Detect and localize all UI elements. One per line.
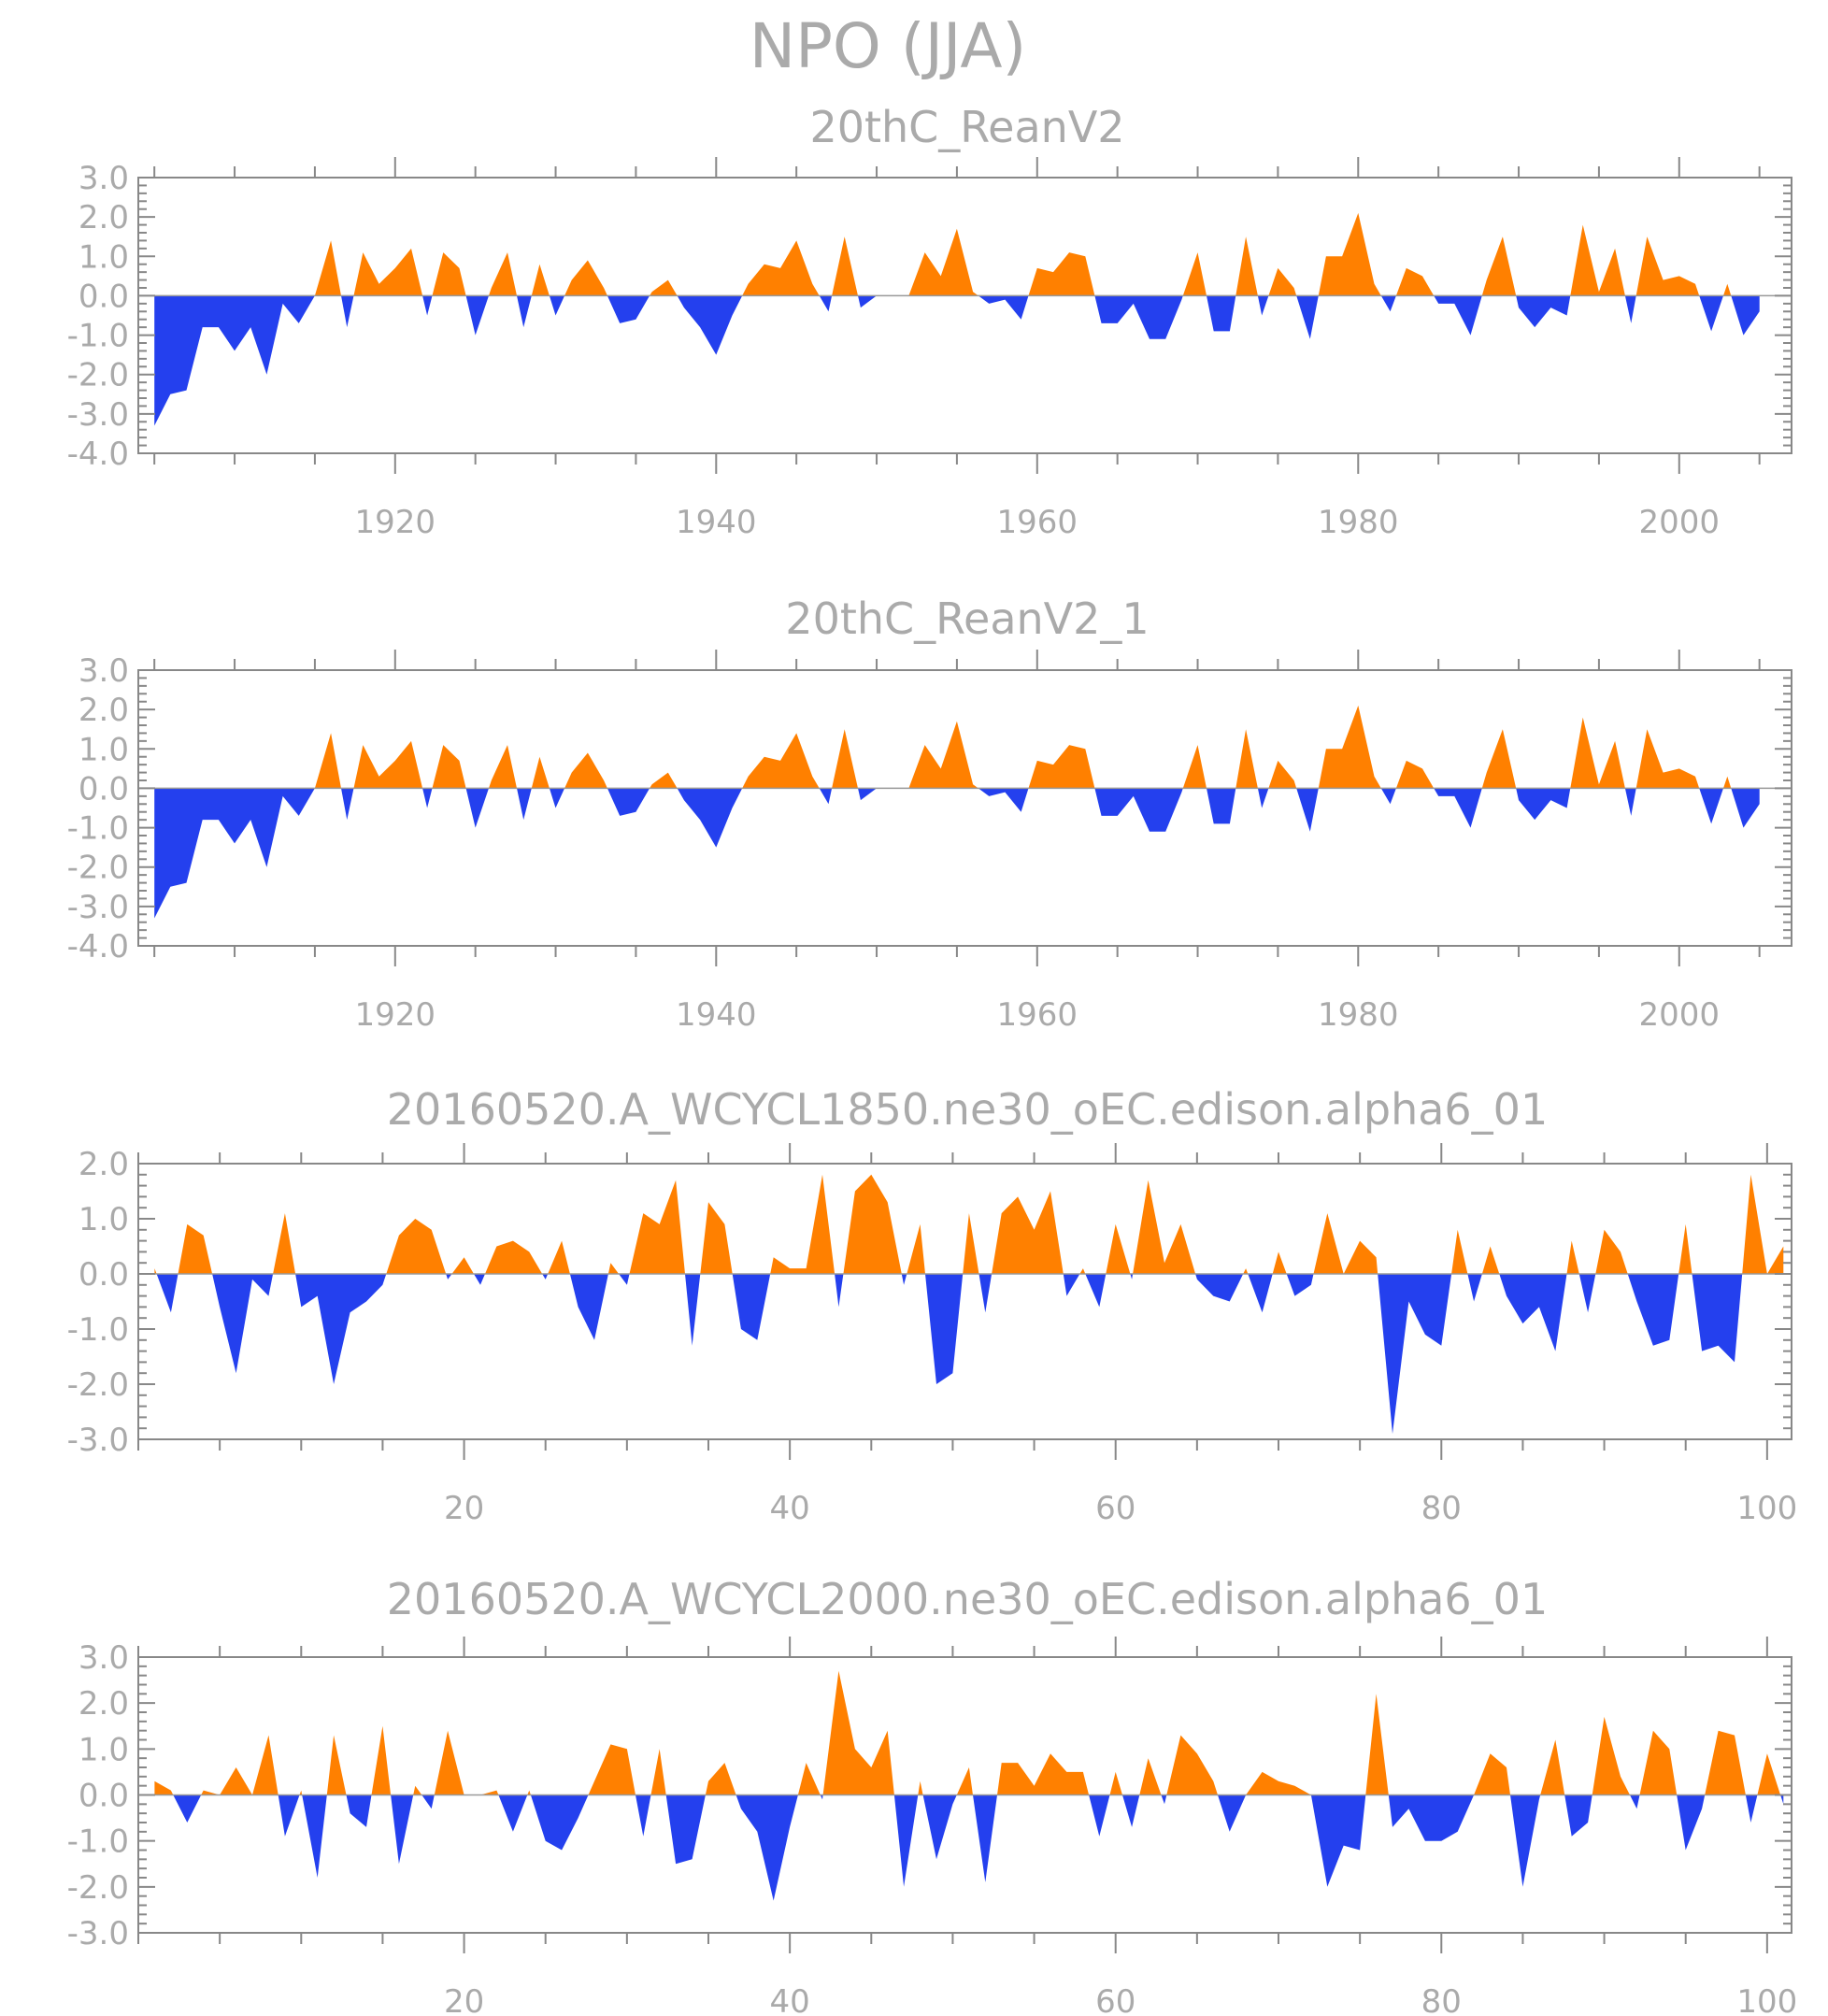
- figure-title: NPO (JJA): [750, 10, 1027, 82]
- y-tick-label: -4.0: [67, 928, 129, 965]
- panel-reanv2: 20thC_ReanV2 3.02.01.00.0-1.0-2.0-3.0-4.…: [67, 102, 1792, 541]
- x-tick-label: 1960: [997, 996, 1078, 1034]
- y-tick-label: -2.0: [67, 1869, 129, 1907]
- x-tick-label: 100: [1736, 1983, 1797, 2016]
- y-tick-label: -1.0: [67, 810, 129, 848]
- y-tick-label: 3.0: [79, 652, 129, 690]
- y-tick-label: 3.0: [79, 160, 129, 197]
- x-tick-label: 1980: [1318, 504, 1399, 541]
- plot-frame: [137, 669, 1792, 947]
- x-tick-label: 60: [1095, 1983, 1135, 2016]
- panel-reanv2-1: 20thC_ReanV2_1 3.02.01.00.0-1.0-2.0-3.0-…: [67, 593, 1792, 1034]
- x-tick-label: 40: [770, 1490, 810, 1527]
- y-tick-label: 0.0: [79, 770, 129, 808]
- y-tick-label: -2.0: [67, 850, 129, 887]
- y-tick-label: 1.0: [79, 1731, 129, 1768]
- panel-title: 20160520.A_WCYCL2000.ne30_oEC.edison.alp…: [387, 1574, 1548, 1624]
- y-tick-label: 2.0: [79, 1685, 129, 1723]
- panel-title: 20thC_ReanV2: [809, 102, 1124, 152]
- plot-frame: [137, 177, 1792, 454]
- x-tick-label: 80: [1421, 1983, 1462, 2016]
- y-tick-label: 2.0: [79, 1146, 129, 1183]
- y-tick-label: 1.0: [79, 238, 129, 276]
- y-tick-label: 0.0: [79, 278, 129, 315]
- positive-area-series: [154, 705, 1760, 789]
- positive-area-series: [154, 1670, 1784, 1795]
- x-tick-label: 1920: [355, 504, 436, 541]
- y-tick-label: 1.0: [79, 731, 129, 768]
- x-tick-label: 80: [1421, 1490, 1462, 1527]
- y-tick-label: -3.0: [67, 1422, 129, 1459]
- panel-wcycl2000: 20160520.A_WCYCL2000.ne30_oEC.edison.alp…: [67, 1574, 1798, 2016]
- y-tick-label: 2.0: [79, 199, 129, 236]
- x-tick-label: 1980: [1318, 996, 1399, 1034]
- panel-title: 20160520.A_WCYCL1850.ne30_oEC.edison.alp…: [387, 1084, 1548, 1135]
- y-tick-label: -1.0: [67, 318, 129, 355]
- x-tick-label: 20: [444, 1983, 484, 2016]
- positive-area-series: [154, 1174, 1784, 1274]
- panel-title: 20thC_ReanV2_1: [785, 593, 1149, 644]
- plot-frame: [137, 1163, 1792, 1440]
- x-tick-label: 1940: [676, 504, 757, 541]
- x-tick-label: 2000: [1639, 996, 1721, 1034]
- y-tick-label: -1.0: [67, 1823, 129, 1861]
- y-tick-label: -4.0: [67, 436, 129, 473]
- positive-area-series: [154, 212, 1760, 296]
- x-tick-label: 100: [1736, 1490, 1797, 1527]
- y-tick-label: -3.0: [67, 1915, 129, 1952]
- y-tick-label: 0.0: [79, 1778, 129, 1815]
- y-tick-label: 3.0: [79, 1639, 129, 1677]
- negative-area-series: [154, 1274, 1784, 1435]
- negative-area-series: [154, 1794, 1784, 1901]
- x-tick-label: 20: [444, 1490, 484, 1527]
- y-tick-label: -2.0: [67, 1366, 129, 1404]
- y-tick-label: 0.0: [79, 1256, 129, 1294]
- y-tick-label: -1.0: [67, 1311, 129, 1349]
- y-tick-label: 1.0: [79, 1201, 129, 1238]
- y-tick-label: -2.0: [67, 357, 129, 394]
- x-tick-label: 1960: [997, 504, 1078, 541]
- x-tick-label: 1940: [676, 996, 757, 1034]
- negative-area-series: [154, 788, 1760, 919]
- panel-wcycl1850: 20160520.A_WCYCL1850.ne30_oEC.edison.alp…: [67, 1084, 1798, 1527]
- x-tick-label: 1920: [355, 996, 436, 1034]
- negative-area-series: [154, 295, 1760, 426]
- y-tick-label: -3.0: [67, 889, 129, 926]
- x-tick-label: 40: [770, 1983, 810, 2016]
- x-tick-label: 2000: [1639, 504, 1721, 541]
- y-tick-label: -3.0: [67, 396, 129, 434]
- x-tick-label: 60: [1095, 1490, 1135, 1527]
- y-tick-label: 2.0: [79, 692, 129, 729]
